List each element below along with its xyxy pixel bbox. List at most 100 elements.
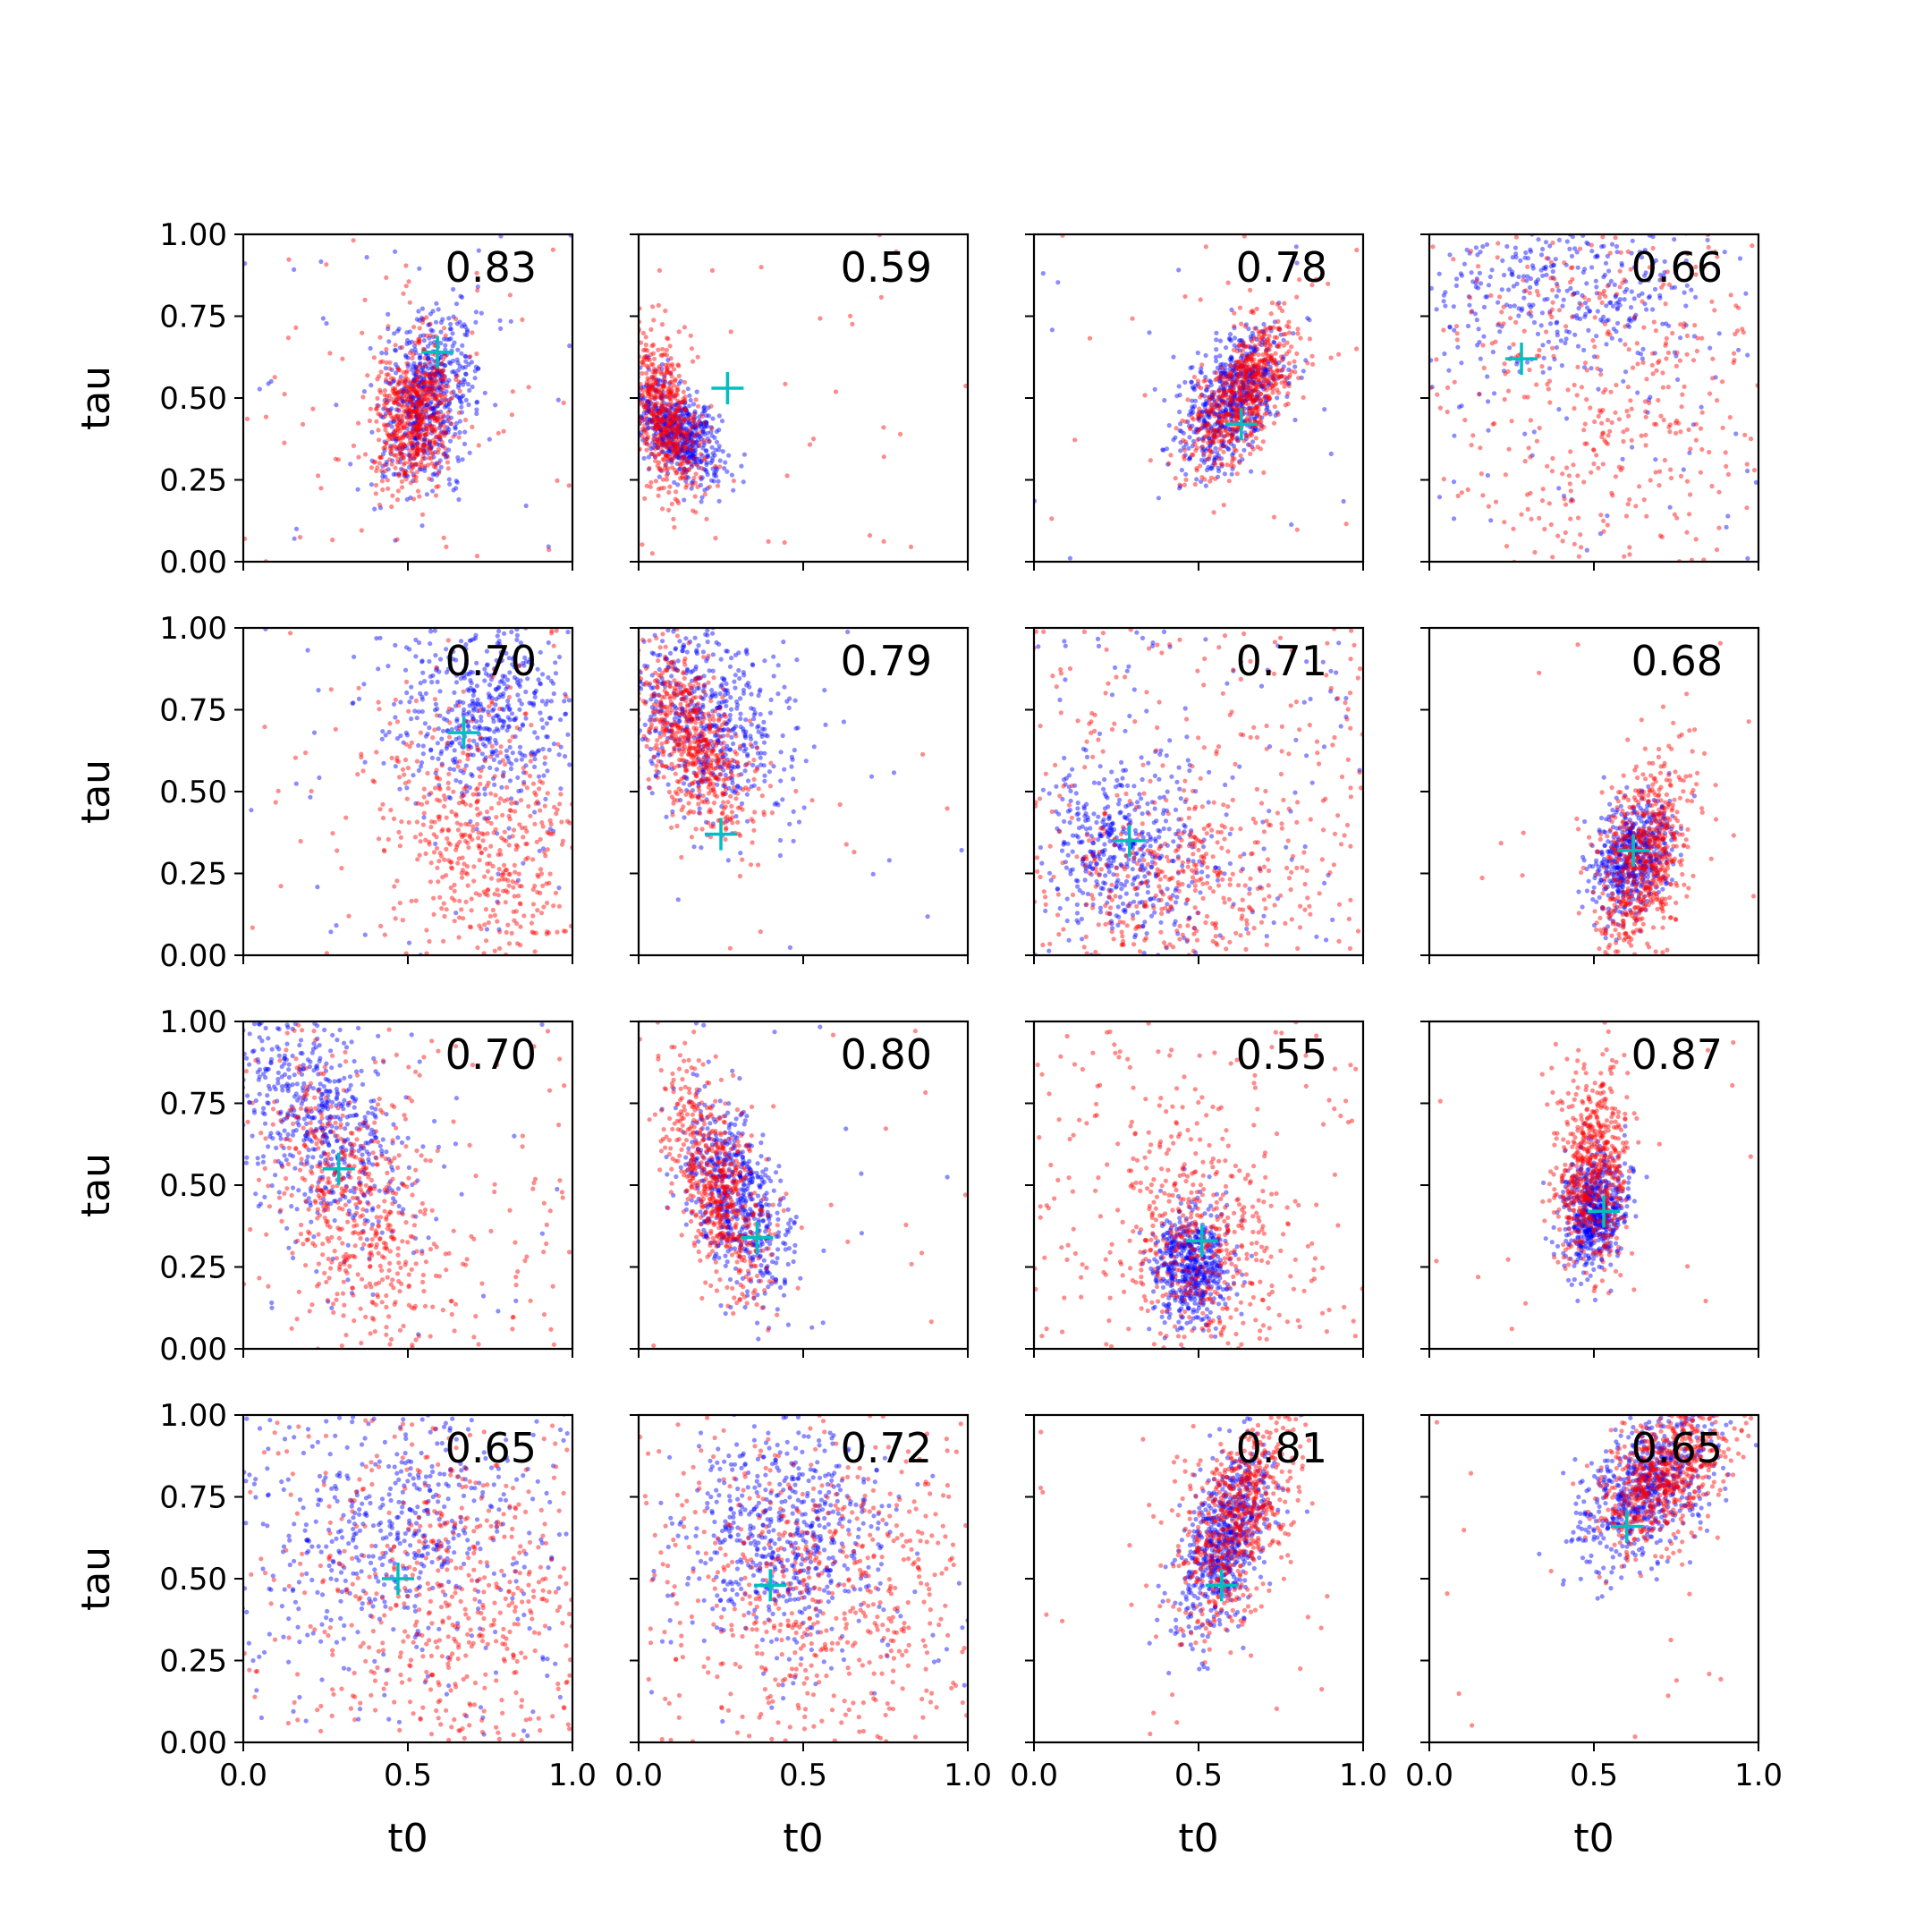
data-point bbox=[704, 413, 709, 419]
data-point bbox=[407, 400, 412, 405]
data-point bbox=[675, 398, 681, 403]
data-point bbox=[1222, 400, 1228, 405]
data-point bbox=[384, 372, 389, 377]
data-point bbox=[453, 778, 459, 784]
data-point bbox=[415, 450, 420, 455]
data-point bbox=[1307, 336, 1312, 342]
data-point bbox=[402, 432, 407, 437]
data-point bbox=[1284, 376, 1290, 381]
data-point bbox=[416, 431, 421, 436]
data-point bbox=[392, 433, 397, 438]
data-point bbox=[687, 428, 692, 434]
data-point bbox=[445, 709, 451, 715]
data-point bbox=[702, 419, 708, 425]
data-point bbox=[1209, 466, 1215, 471]
data-point bbox=[1648, 478, 1653, 483]
data-point bbox=[1600, 407, 1606, 413]
data-point bbox=[420, 365, 426, 371]
data-point bbox=[657, 418, 663, 423]
data-point bbox=[420, 419, 426, 424]
data-point bbox=[1559, 363, 1564, 369]
data-point bbox=[1451, 516, 1457, 521]
data-point bbox=[360, 330, 365, 335]
data-point bbox=[400, 485, 405, 490]
data-point bbox=[658, 424, 665, 429]
data-point bbox=[521, 860, 526, 866]
data-point bbox=[674, 387, 680, 393]
data-point bbox=[662, 376, 667, 381]
data-point bbox=[406, 385, 411, 391]
data-point bbox=[651, 351, 657, 356]
data-point bbox=[371, 355, 377, 360]
data-point bbox=[1242, 386, 1248, 391]
data-point bbox=[470, 701, 475, 707]
data-point bbox=[1257, 382, 1262, 387]
data-point bbox=[1218, 376, 1224, 381]
data-point bbox=[1281, 343, 1286, 348]
data-point bbox=[377, 461, 382, 466]
data-point bbox=[881, 425, 886, 430]
data-point bbox=[1605, 418, 1611, 423]
data-point bbox=[1219, 425, 1224, 430]
data-point bbox=[421, 450, 428, 455]
data-point bbox=[392, 390, 397, 396]
data-point bbox=[1230, 436, 1235, 441]
data-point bbox=[1547, 321, 1554, 326]
data-point bbox=[1250, 373, 1256, 378]
data-point bbox=[1236, 359, 1241, 365]
data-point bbox=[1197, 410, 1202, 415]
data-point bbox=[1723, 450, 1728, 455]
data-point bbox=[672, 446, 677, 452]
data-point bbox=[661, 457, 667, 462]
data-point bbox=[1276, 360, 1282, 366]
data-point bbox=[1582, 360, 1589, 366]
data-point bbox=[1601, 288, 1606, 293]
data-point bbox=[384, 397, 389, 402]
data-point bbox=[1497, 294, 1503, 300]
data-point bbox=[1202, 404, 1208, 410]
data-point bbox=[682, 455, 688, 461]
data-point bbox=[731, 478, 737, 484]
data-point bbox=[394, 407, 399, 412]
data-point bbox=[439, 443, 445, 448]
data-point bbox=[427, 386, 432, 392]
data-point bbox=[646, 385, 651, 390]
data-point bbox=[665, 369, 670, 375]
data-point bbox=[704, 469, 709, 474]
data-point bbox=[415, 440, 420, 445]
data-point bbox=[664, 432, 669, 437]
data-point bbox=[658, 402, 665, 408]
data-point bbox=[663, 462, 668, 468]
data-point bbox=[1203, 377, 1208, 383]
data-point bbox=[1233, 397, 1238, 402]
data-point bbox=[668, 452, 674, 457]
data-point bbox=[433, 396, 438, 402]
data-point bbox=[1505, 388, 1512, 394]
data-point bbox=[1486, 283, 1492, 288]
data-point bbox=[1278, 374, 1284, 379]
data-point bbox=[1233, 381, 1238, 386]
data-point bbox=[1579, 545, 1584, 550]
data-point bbox=[1211, 510, 1216, 515]
data-point bbox=[1707, 391, 1713, 396]
data-point bbox=[492, 729, 497, 734]
data-point bbox=[394, 422, 400, 428]
data-point bbox=[701, 409, 707, 414]
data-point bbox=[484, 648, 490, 654]
data-point bbox=[1525, 264, 1530, 269]
data-point bbox=[1224, 407, 1229, 412]
data-point bbox=[673, 453, 678, 458]
data-point bbox=[1262, 402, 1268, 407]
data-point bbox=[1684, 250, 1690, 256]
data-point bbox=[380, 487, 386, 493]
data-point bbox=[1231, 412, 1236, 418]
data-point bbox=[1521, 295, 1527, 301]
data-point bbox=[1241, 364, 1246, 369]
data-point bbox=[551, 691, 556, 697]
data-point bbox=[687, 454, 692, 461]
data-point bbox=[402, 444, 408, 449]
data-point bbox=[411, 423, 417, 428]
data-point bbox=[1684, 283, 1690, 288]
data-point bbox=[1190, 415, 1195, 420]
data-point bbox=[1476, 326, 1481, 332]
